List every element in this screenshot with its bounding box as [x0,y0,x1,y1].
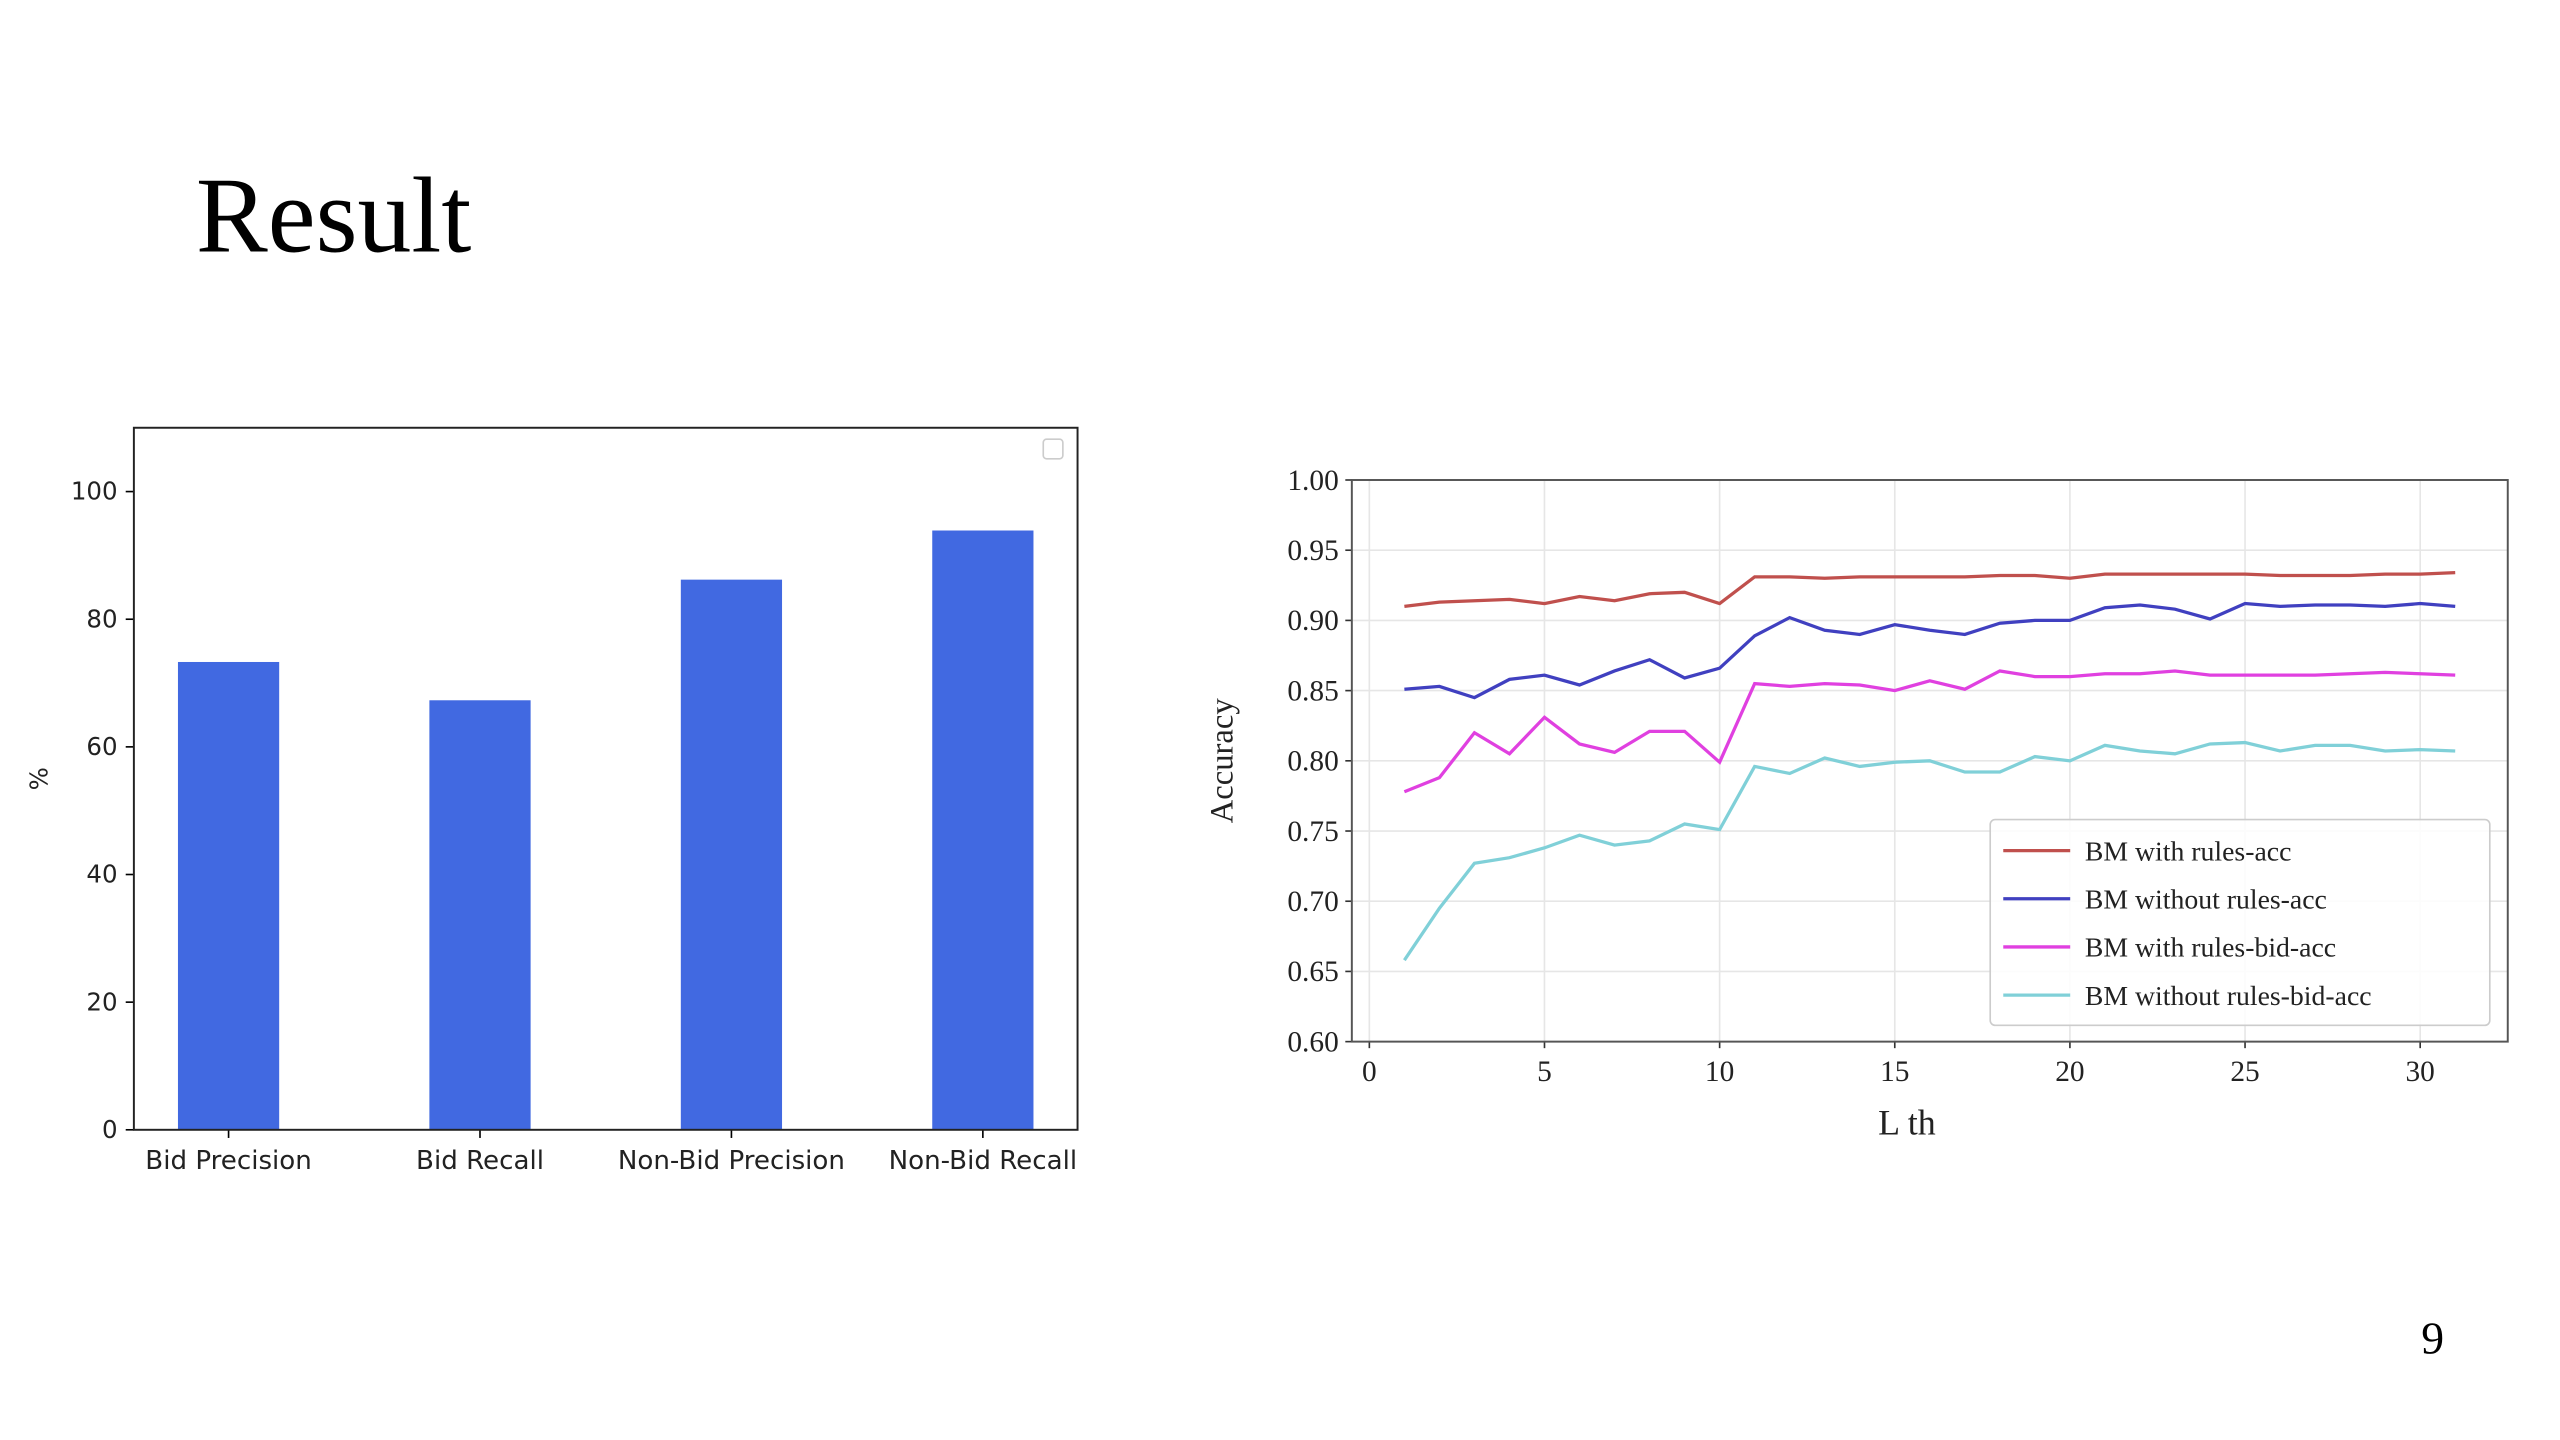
x-tick-label: Bid Recall [416,1146,544,1176]
plot-frame [132,426,1079,1131]
y-tick-label: 1.00 [1287,465,1338,497]
x-tick-label: 0 [1362,1056,1377,1088]
x-tick-label: 30 [2405,1056,2434,1088]
x-tick-label: Bid Precision [145,1146,312,1176]
x-tick-label: 10 [1705,1056,1734,1088]
slide-title: Result [196,156,471,275]
legend-box [1989,818,2491,1027]
line-series [1403,669,2456,794]
empty-legend [1042,438,1064,460]
legend-label: BM without rules-bid-acc [2085,981,2372,1012]
y-tick-label: 0.90 [1287,605,1338,637]
y-tick-label: 0.95 [1287,535,1338,567]
plot-frame [1350,479,2509,1043]
page-number: 9 [2421,1312,2444,1363]
line-series [1404,571,2456,608]
y-tick-label: 0.65 [1287,956,1338,988]
bar [177,661,280,1130]
y-tick-label: 80 [86,604,117,633]
legend-label: BM with rules-acc [2085,836,2292,867]
line-series [1403,740,2456,962]
x-tick-label: 25 [2230,1056,2259,1088]
y-tick-label: 40 [86,860,117,889]
y-tick-label: 20 [86,987,117,1016]
x-tick-label: 15 [1880,1056,1909,1088]
x-tick-label: Non-Bid Precision [618,1146,845,1176]
y-tick-label: 0 [102,1115,118,1144]
legend-label: BM with rules-bid-acc [2085,933,2336,964]
line-series [1404,601,2456,700]
bar [429,700,531,1130]
y-tick-label: 0.60 [1287,1026,1338,1058]
x-tick-label: 20 [2055,1056,2084,1088]
y-tick-label: 60 [86,732,117,761]
y-tick-label: 0.75 [1287,816,1338,848]
y-tick-label: 0.85 [1287,675,1338,707]
y-tick-label: 0.70 [1287,886,1338,918]
bar [680,579,783,1130]
y-axis-label: % [24,767,53,790]
y-tick-label: 100 [71,477,118,506]
legend-label: BM without rules-acc [2085,885,2327,916]
bar [932,530,1034,1130]
x-tick-label: Non-Bid Recall [889,1146,1077,1176]
y-tick-label: 0.80 [1287,746,1338,778]
y-axis-label: Accuracy [1205,698,1241,824]
x-axis-label: L th [1878,1103,1936,1143]
x-tick-label: 5 [1537,1056,1552,1088]
